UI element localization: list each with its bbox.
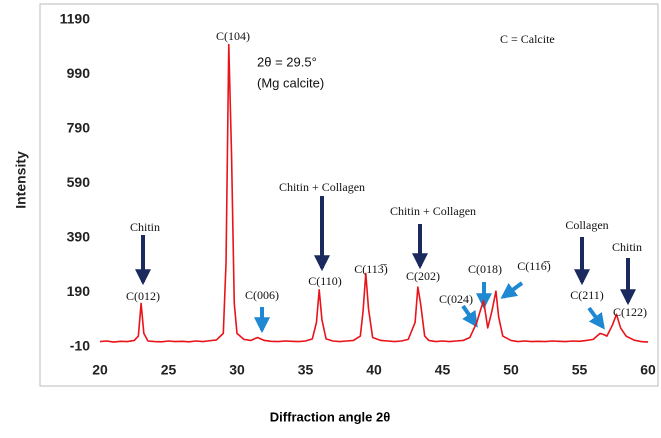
y-tick-label: 790	[67, 120, 91, 136]
x-tick-label: 20	[92, 362, 108, 378]
y-axis-label: Intensity	[13, 151, 29, 209]
annotation: C(202)	[406, 269, 440, 283]
annotation: Chitin + Collagen	[279, 180, 365, 194]
y-tick-label: 590	[67, 174, 91, 190]
y-tick-label: -10	[70, 338, 90, 354]
x-tick-label: 25	[161, 362, 177, 378]
annotation: C(110)	[308, 274, 342, 288]
y-tick-label: 1190	[60, 11, 91, 27]
data-line	[99, 43, 649, 343]
x-axis-label: Diffraction angle 2θ	[270, 409, 390, 424]
y-tick-label: 990	[67, 65, 91, 81]
chart-frame	[39, 3, 659, 387]
x-tick-label: 35	[298, 362, 314, 378]
annotation: 2θ = 29.5°	[257, 54, 317, 69]
x-tick-label: 50	[503, 362, 519, 378]
annotation: Chitin	[612, 240, 642, 254]
x-tick-label: 55	[572, 362, 588, 378]
x-tick-label: 60	[640, 362, 656, 378]
x-tick-label: 40	[366, 362, 382, 378]
annotation: C(104)	[216, 29, 250, 43]
y-tick-label: 190	[67, 283, 91, 299]
annotation: C(012)	[126, 289, 160, 303]
annotation: C(211)	[570, 288, 604, 302]
annotation: C(006)	[245, 288, 279, 302]
annotation: C = Calcite	[500, 32, 555, 46]
annotation: Collagen	[565, 218, 608, 232]
y-tick-label: 390	[67, 229, 91, 245]
annotation: C(116̅)	[517, 259, 551, 273]
annotation: Chitin + Collagen	[390, 204, 476, 218]
x-tick-label: 30	[229, 362, 245, 378]
annotation: C(018)	[468, 262, 502, 276]
annotation: (Mg calcite)	[257, 75, 324, 90]
annotation: C(024)	[439, 292, 473, 306]
arrow	[500, 281, 524, 299]
x-tick-label: 45	[435, 362, 451, 378]
annotation: C(122)	[613, 305, 647, 319]
annotation: C(113̅)	[354, 262, 388, 276]
arrow	[587, 306, 605, 330]
arrow	[461, 304, 478, 328]
annotation: Chitin	[130, 220, 160, 234]
